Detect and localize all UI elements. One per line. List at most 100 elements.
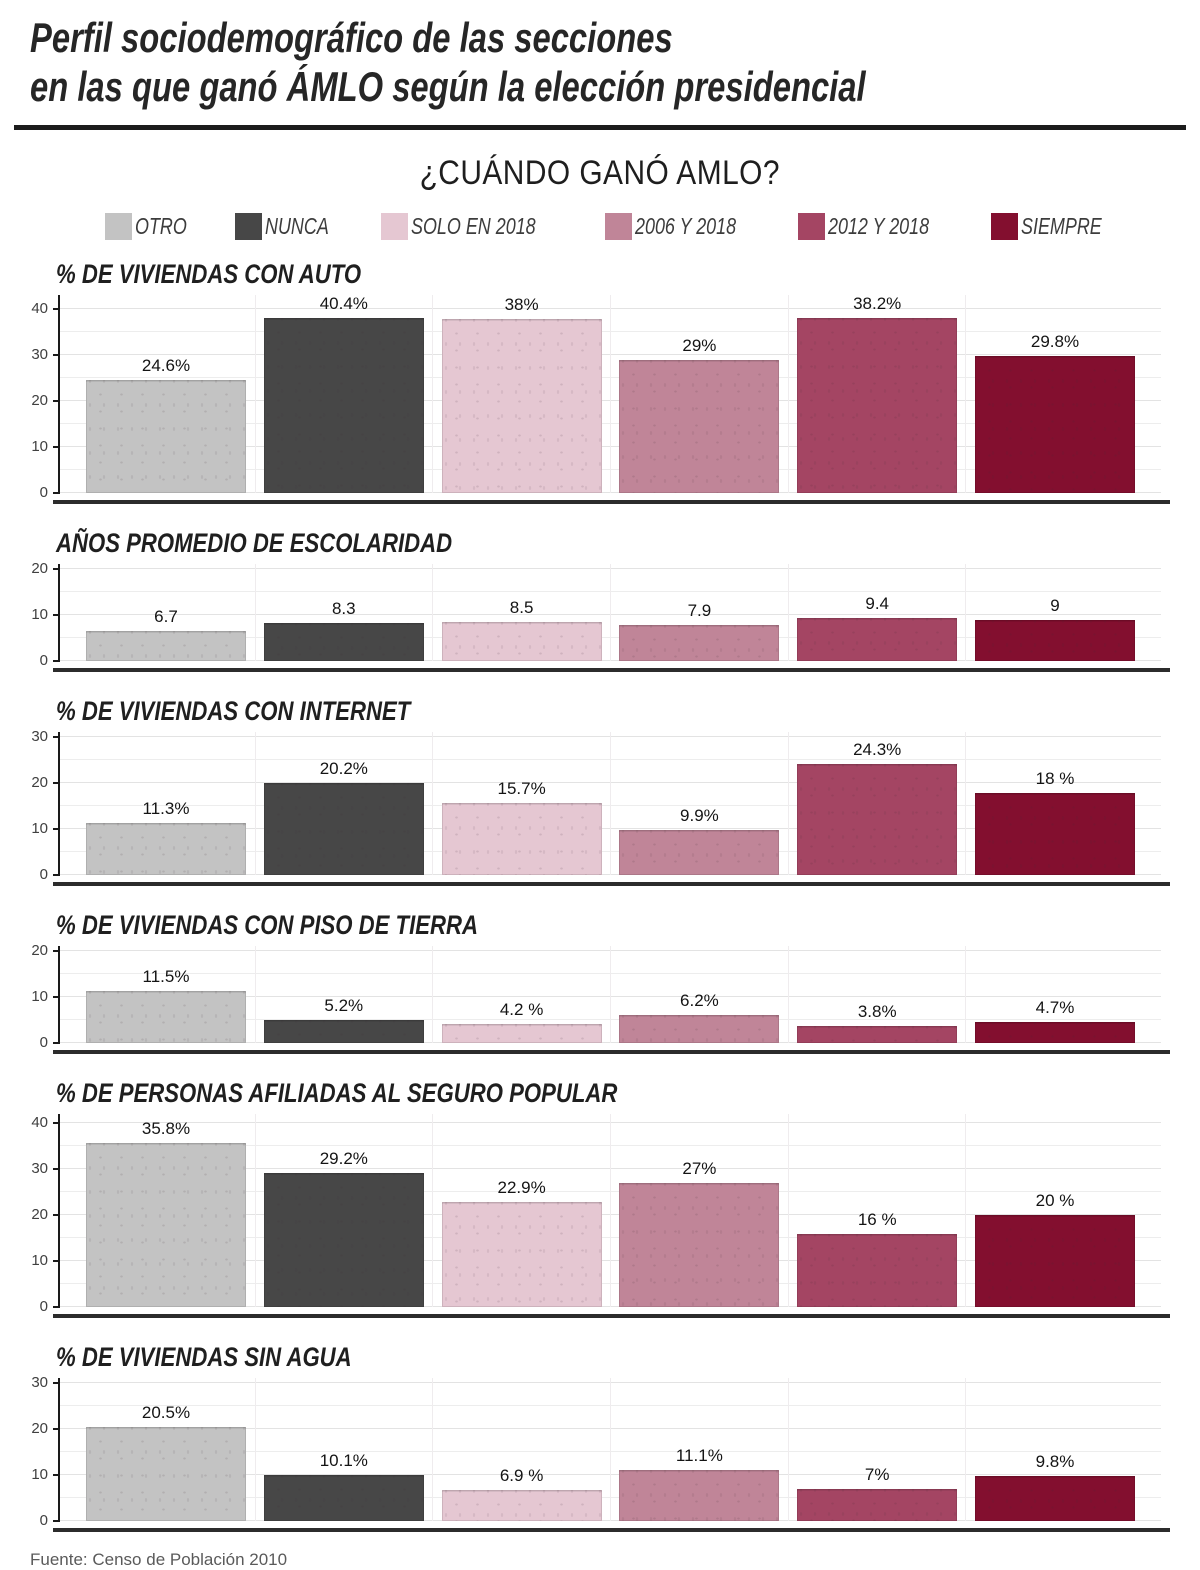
bar-slot-2006-y-2018: 27%: [619, 1114, 780, 1308]
bar-slot-siempre: 9.8%: [974, 1378, 1135, 1522]
bar-nunca: [263, 1173, 424, 1308]
header: Perfil sociodemográfico de las secciones…: [0, 0, 1200, 111]
chart-title-text: % DE PERSONAS AFILIADAS AL SEGURO POPULA…: [56, 1078, 618, 1109]
y-tick-label-0: 0: [39, 1298, 48, 1316]
gridline-x-5: [965, 564, 967, 662]
subtitle-row: ¿CUÁNDO GANÓ AMLO?: [0, 154, 1200, 193]
gridline-x-1: [254, 295, 256, 494]
legend-label: 2012 Y 2018: [828, 213, 958, 240]
gridline-x-3: [609, 564, 611, 662]
gridline-x-2: [432, 946, 434, 1044]
bar-value-label: 6.9 %: [499, 1465, 544, 1485]
bar-slot-nunca: 20.2%: [263, 732, 424, 876]
bar-slot-2012-y-2018: 24.3%: [797, 732, 958, 876]
bar-value-label: 20 %: [1035, 1191, 1075, 1211]
y-tick-label-30: 30: [31, 728, 48, 746]
legend-label-text: 2012 Y 2018: [827, 212, 930, 239]
bar-value-label: 9.9%: [680, 805, 719, 825]
bar-solo-en-2018: [441, 1489, 602, 1522]
chart-title-text: % DE VIVIENDAS CON INTERNET: [56, 696, 411, 727]
gridline-x-4: [787, 564, 789, 662]
bar-otro: [86, 990, 246, 1044]
y-tick-label-10: 10: [31, 1252, 48, 1270]
y-tick-mark-0: [53, 492, 60, 495]
chart-title: % DE VIVIENDAS CON PISO DE TIERRA: [56, 910, 1200, 941]
plot: 0 10 20 30 40 24.6% 40.4% 38% 29% 38.2% 29.8%: [31, 294, 1161, 500]
plot-area: 0 10 20 30 11.3% 20.2% 15.7% 9.9% 24.3% 18 %: [31, 729, 1161, 882]
source-note: Fuente: Censo de Población 2010: [30, 1550, 288, 1570]
gridline-x-2: [432, 564, 434, 662]
y-tick-mark-10: [53, 1260, 60, 1263]
bar-2006-y-2018: [619, 625, 780, 662]
gridline-x-4: [787, 732, 789, 876]
page-title-line1: Perfil sociodemográfico de las secciones: [30, 14, 673, 61]
y-tick-mark-30: [53, 1382, 60, 1385]
bars-row: 24.6% 40.4% 38% 29% 38.2% 29.8%: [60, 294, 1161, 494]
bar-otro: [86, 630, 246, 662]
plot-area: 0 10 20 30 20.5% 10.1% 6.9 % 11.1% 7% 9.8%: [31, 1375, 1161, 1528]
bar-value-label: 8.5: [509, 598, 534, 618]
chart-title: % DE PERSONAS AFILIADAS AL SEGURO POPULA…: [56, 1078, 1200, 1109]
chart-pct-de-viviendas-con-auto: % DE VIVIENDAS CON AUTO 0 10 20 30 40 24.6% 40.…: [0, 259, 1200, 505]
plot-area: 0 10 20 30 40 24.6% 40.4% 38% 29% 38.2% 29.8%: [31, 294, 1161, 500]
gridline-x-3: [609, 1378, 611, 1522]
bar-value-label: 11.5%: [142, 966, 190, 986]
chart-title: % DE VIVIENDAS SIN AGUA: [56, 1342, 1200, 1373]
bar-siempre: [974, 620, 1135, 662]
bar-value-label: 18 %: [1035, 768, 1075, 788]
y-tick-label-0: 0: [39, 484, 48, 502]
y-tick-mark-20: [53, 950, 60, 953]
gridline-x-1: [254, 1114, 256, 1308]
bars-row: 20.5% 10.1% 6.9 % 11.1% 7% 9.8%: [60, 1378, 1161, 1522]
bar-2012-y-2018: [797, 318, 958, 494]
gridline-x-5: [965, 1378, 967, 1522]
legend-label-text: OTRO: [135, 212, 187, 239]
legend-item-2006-y-2018: 2006 Y 2018: [604, 212, 765, 240]
legend-item-otro: OTRO: [105, 212, 201, 240]
bar-value-label: 29.2%: [319, 1149, 368, 1169]
bar-slot-siempre: 20 %: [974, 1114, 1135, 1308]
bar-value-label: 7.9: [687, 601, 712, 621]
bar-value-label: 22.9%: [497, 1178, 546, 1198]
y-tick-mark-20: [53, 568, 60, 571]
legend-item-2012-y-2018: 2012 Y 2018: [797, 212, 958, 240]
bar-slot-2006-y-2018: 11.1%: [619, 1378, 780, 1522]
legend-label: OTRO: [135, 213, 201, 240]
y-tick-label-0: 0: [39, 866, 48, 884]
bar-value-label: 20.5%: [141, 1403, 191, 1423]
legend-label: SIEMPRE: [1021, 213, 1125, 240]
bar-2006-y-2018: [619, 829, 780, 876]
y-tick-label-30: 30: [31, 1160, 48, 1178]
gridline-x-4: [787, 946, 789, 1044]
bar-slot-siempre: 4.7%: [974, 946, 1135, 1044]
bar-2012-y-2018: [797, 763, 958, 876]
bar-value-label: 9: [1050, 596, 1060, 616]
bar-value-label: 15.7%: [497, 779, 546, 799]
bar-slot-solo-en-2018: 38%: [441, 295, 602, 494]
page-title: Perfil sociodemográfico de las secciones…: [30, 14, 1170, 111]
bar-slot-siempre: 29.8%: [974, 295, 1135, 494]
x-axis-baseline: [53, 1050, 1170, 1055]
y-tick-mark-10: [53, 446, 60, 449]
bar-value-label: 38.2%: [853, 294, 902, 314]
bars-row: 35.8% 29.2% 22.9% 27% 16 % 20 %: [60, 1114, 1161, 1308]
bar-slot-2006-y-2018: 29%: [619, 295, 780, 494]
bar-2006-y-2018: [619, 1183, 780, 1308]
legend-item-siempre: SIEMPRE: [991, 212, 1125, 240]
bar-slot-solo-en-2018: 4.2 %: [441, 946, 602, 1044]
y-tick-label-30: 30: [31, 1374, 48, 1392]
chart-pct-de-viviendas-con-piso-de-tierra: % DE VIVIENDAS CON PISO DE TIERRA 0 10 20 11…: [0, 910, 1200, 1055]
bar-slot-otro: 11.5%: [86, 946, 246, 1044]
bar-slot-otro: 11.3%: [86, 732, 246, 876]
gridline-x-5: [965, 732, 967, 876]
y-tick-mark-30: [53, 1168, 60, 1171]
bar-nunca: [263, 1474, 424, 1522]
gridline-x-3: [609, 1114, 611, 1308]
bar-slot-2012-y-2018: 9.4: [797, 564, 958, 662]
bar-value-label: 29.8%: [1030, 332, 1080, 352]
y-tick-mark-20: [53, 1428, 60, 1431]
chart-title: % DE VIVIENDAS CON AUTO: [56, 259, 1200, 290]
plot-area: 0 10 20 30 40 35.8% 29.2% 22.9% 27% 16 % 20 %: [31, 1114, 1161, 1314]
bar-value-label: 40.4%: [319, 294, 368, 314]
page-title-line2: en las que ganó ÁMLO según la elección p…: [30, 62, 866, 110]
